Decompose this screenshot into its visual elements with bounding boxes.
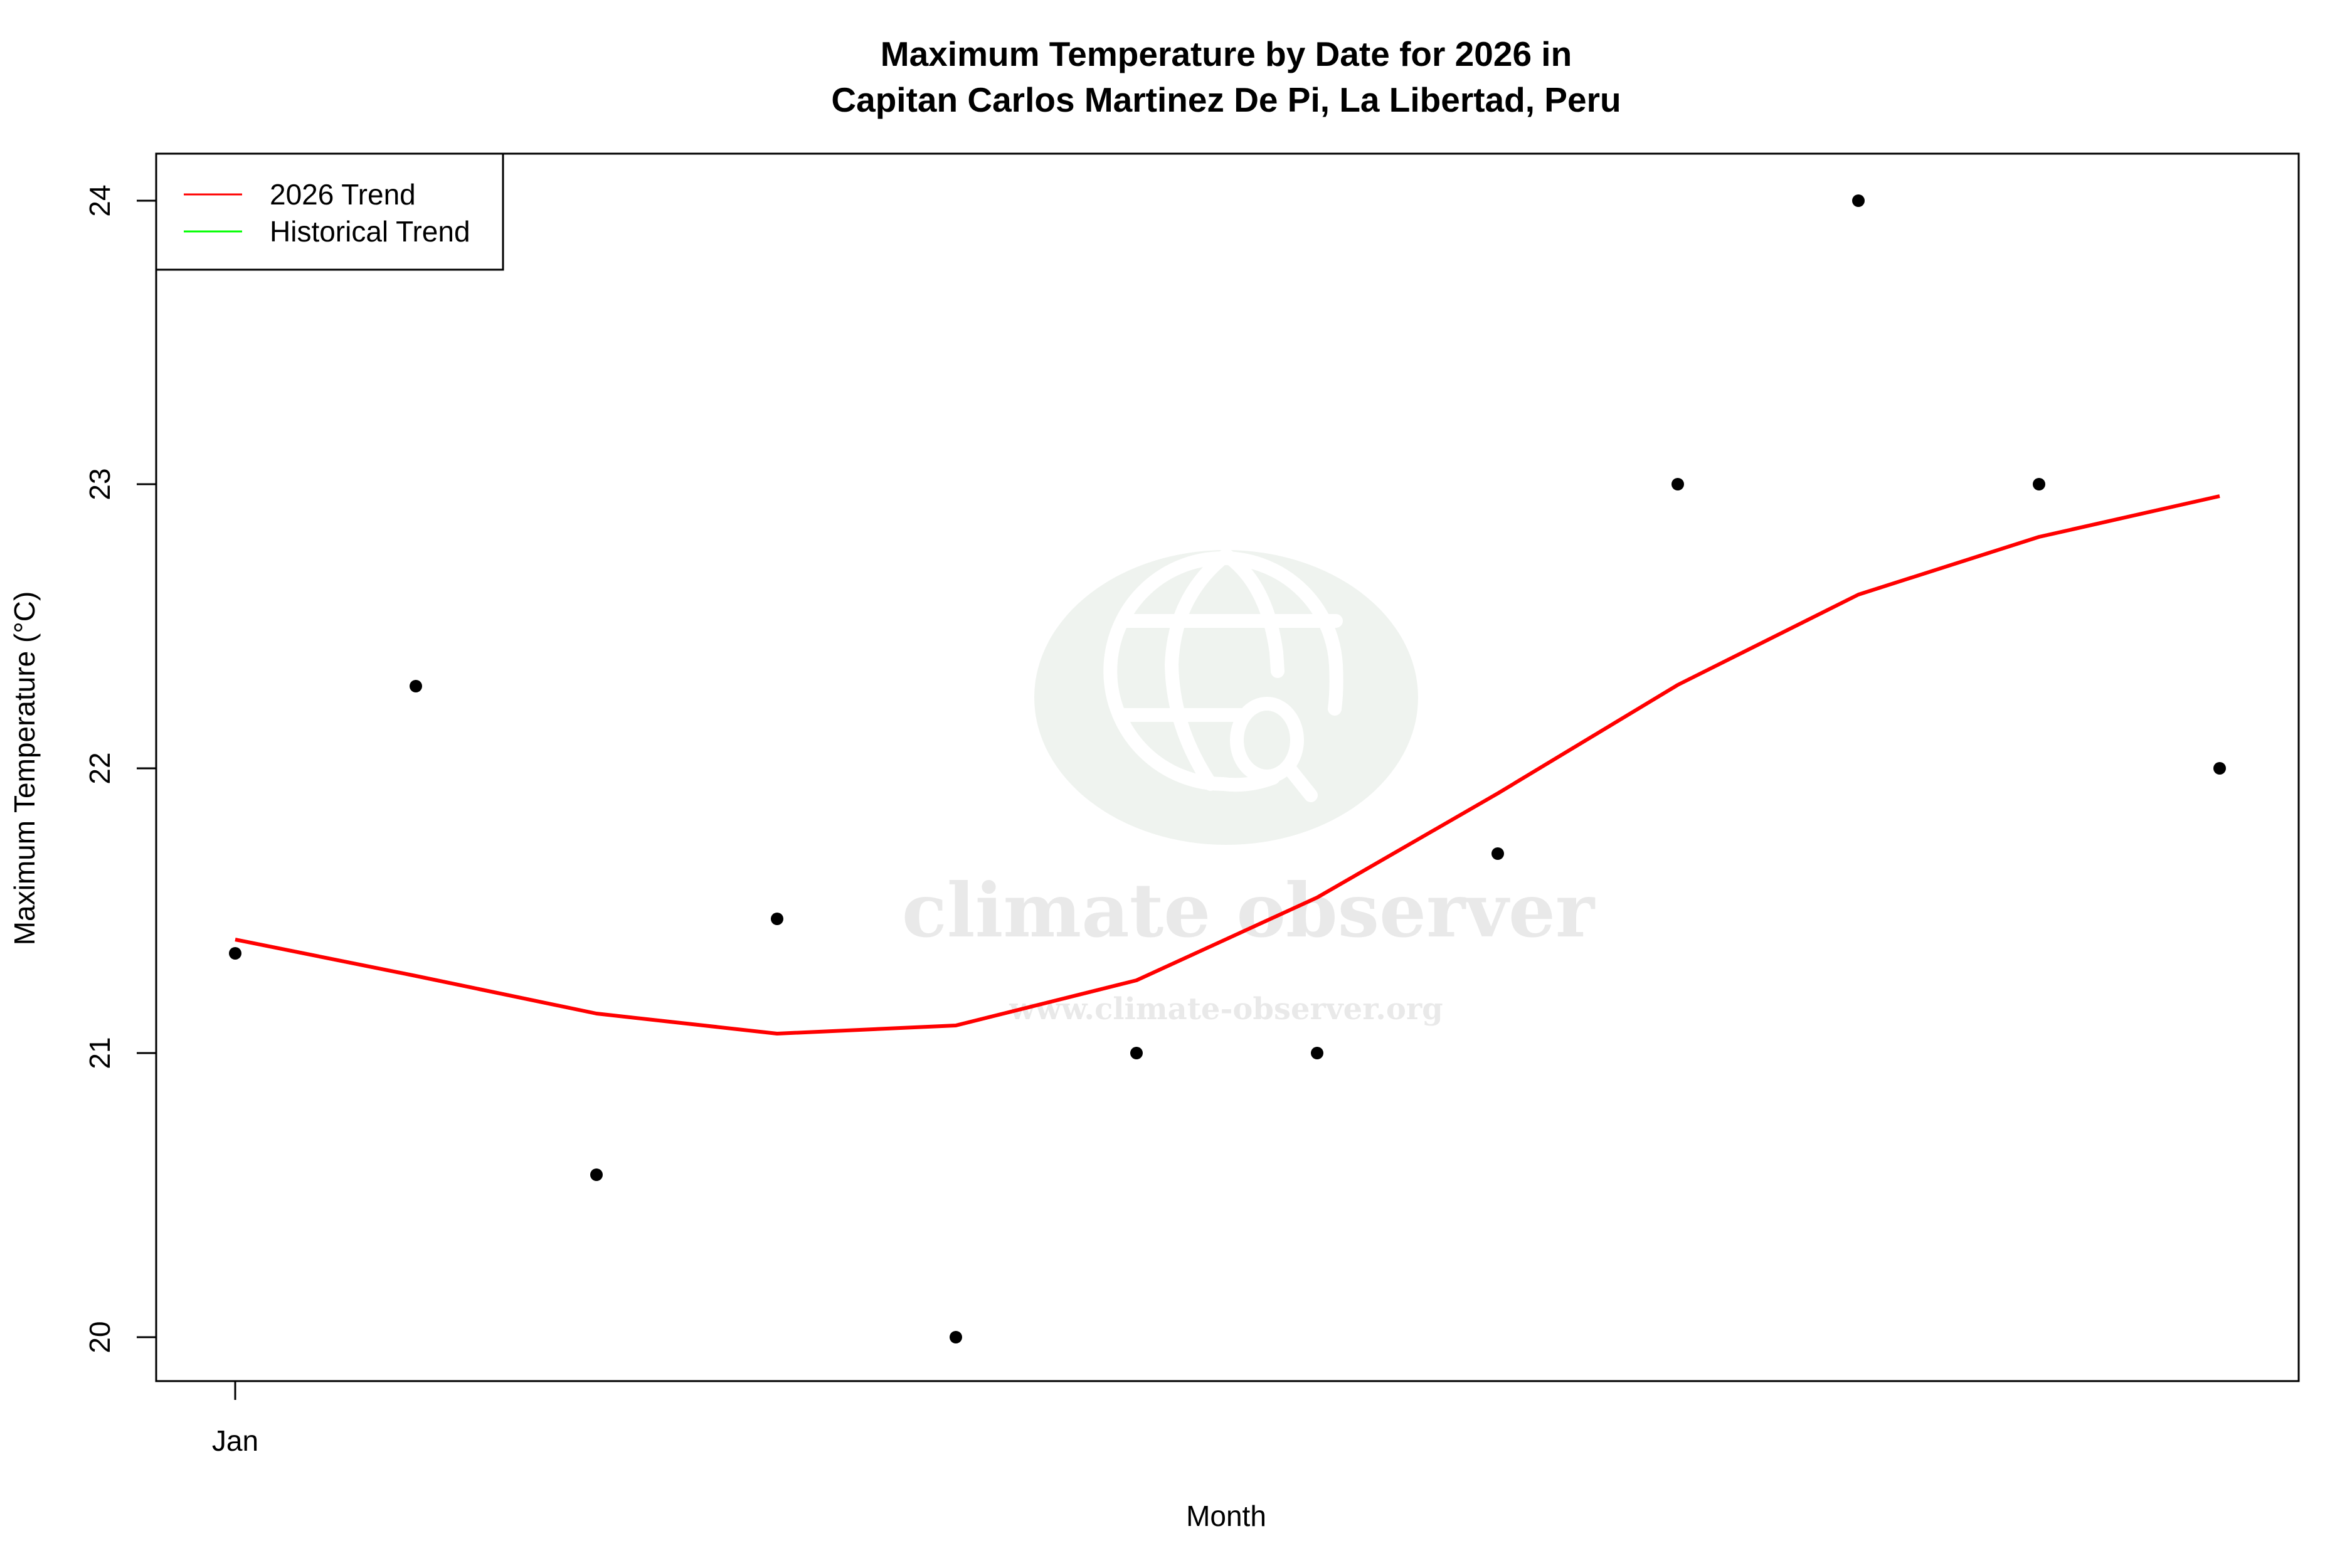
globe-search-icon: [1103, 546, 1343, 802]
data-point: [2213, 762, 2226, 775]
y-tick-label: 23: [83, 468, 116, 500]
y-axis: 24 23 22 21 20 Maximum Temperature (°C): [8, 184, 156, 1353]
observation-points: [229, 194, 2226, 1343]
legend-box: [155, 152, 504, 271]
x-tick-label: Jan: [212, 1424, 258, 1457]
legend-label-historical-trend: Historical Trend: [270, 215, 470, 248]
y-tick-label: 24: [83, 184, 116, 216]
watermark-globe-background: [1034, 550, 1418, 845]
data-point: [229, 947, 241, 960]
data-point: [1852, 194, 1865, 207]
data-point: [1671, 478, 1684, 490]
data-point: [771, 913, 783, 925]
chart-subtitle: Capitan Carlos Martinez De Pi, La Libert…: [831, 80, 1621, 119]
watermark-brand: climate observer: [902, 867, 1596, 954]
y-tick-label: 22: [83, 752, 116, 784]
chart-title: Maximum Temperature by Date for 2026 in: [881, 34, 1572, 73]
data-point: [1491, 847, 1504, 860]
data-point: [2033, 478, 2045, 490]
data-point: [950, 1331, 962, 1343]
y-axis-label: Maximum Temperature (°C): [8, 591, 41, 946]
y-tick-label: 21: [83, 1037, 116, 1069]
watermark: climate observer www.climate-observer.or…: [902, 546, 1596, 1027]
trend-line-2026: [235, 494, 2220, 1036]
y-tick-label: 20: [83, 1321, 116, 1353]
watermark-url: www.climate-observer.org: [1009, 992, 1443, 1027]
legend: 2026 Trend Historical Trend: [155, 152, 504, 271]
data-point: [590, 1168, 603, 1181]
legend-label-2026-trend: 2026 Trend: [270, 178, 416, 211]
data-point: [1311, 1047, 1323, 1059]
data-point: [410, 680, 422, 692]
data-point: [1130, 1047, 1143, 1059]
x-axis-label: Month: [1186, 1500, 1266, 1532]
x-axis: Jan Month: [212, 1381, 1266, 1532]
